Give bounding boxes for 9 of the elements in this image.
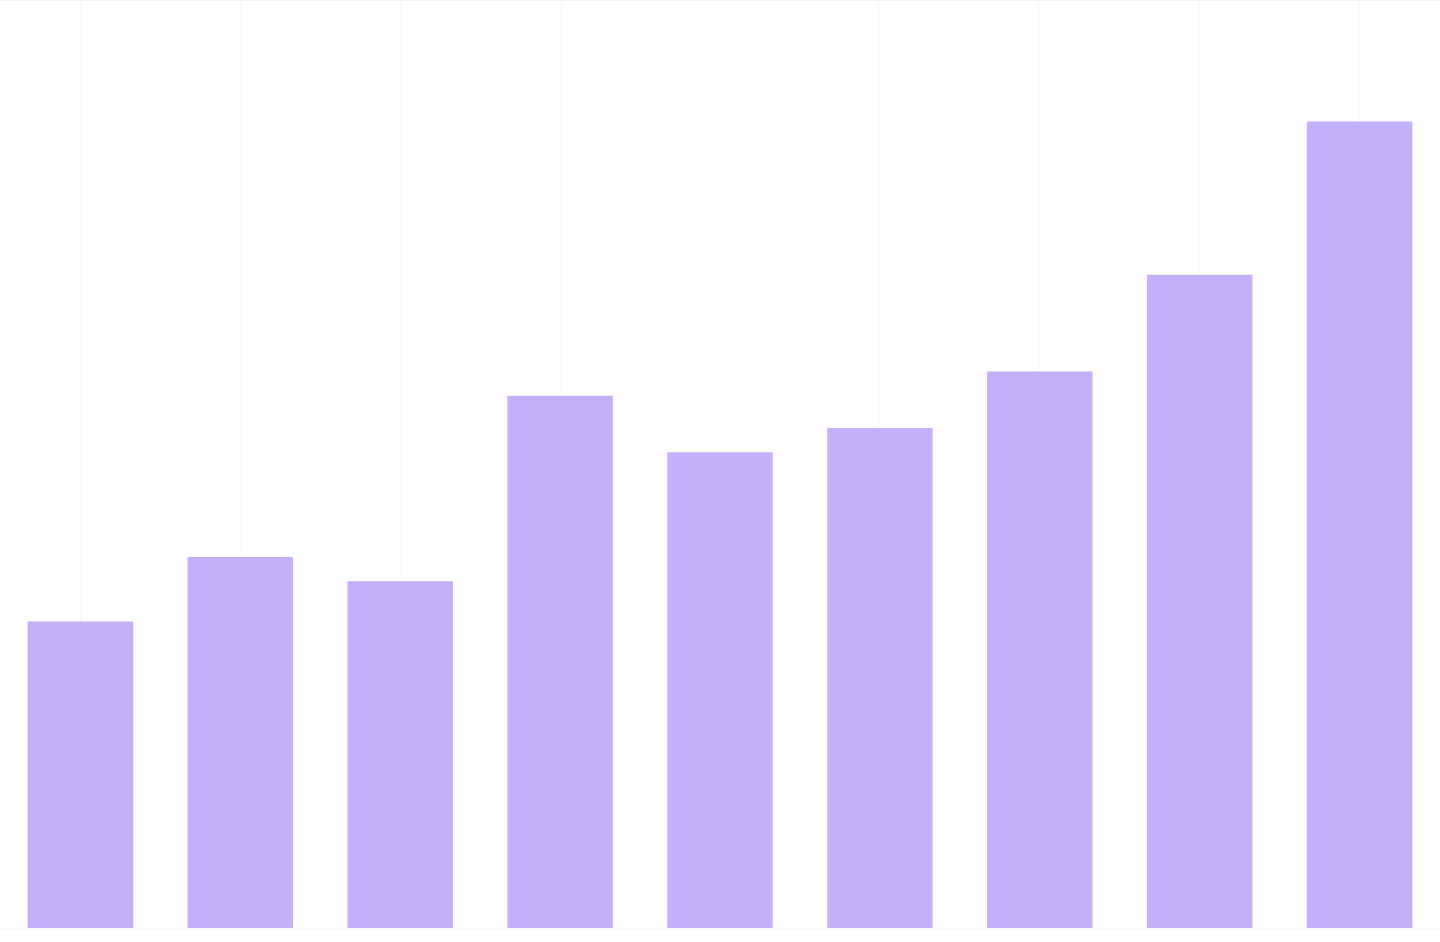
bar (1306, 121, 1413, 928)
bar (987, 371, 1093, 928)
bar (187, 556, 294, 928)
bar (1146, 274, 1253, 928)
bar (667, 451, 773, 928)
bar (27, 621, 134, 928)
bar (347, 580, 453, 928)
bar (507, 395, 613, 928)
bar (827, 427, 933, 928)
